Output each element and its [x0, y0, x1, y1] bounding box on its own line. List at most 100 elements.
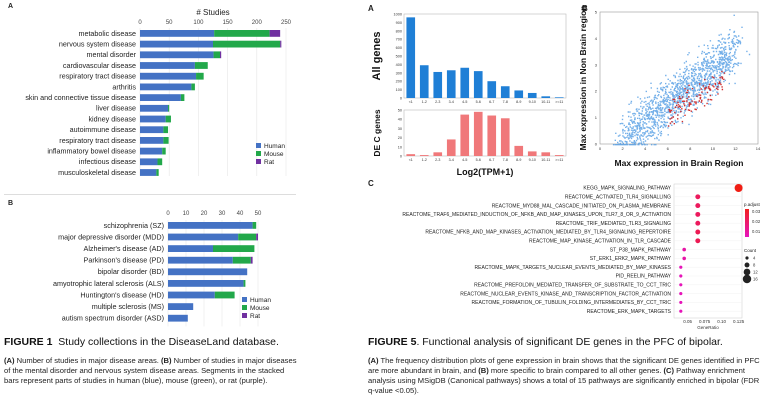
bar-segment-human	[140, 30, 215, 37]
y-tick-label: 40	[398, 118, 402, 122]
category-label: Parkinson's disease (PD)	[84, 256, 164, 265]
legend-tick: 4	[753, 256, 756, 261]
y-tick-label: 3	[595, 62, 598, 67]
y-tick-label: 700	[396, 38, 402, 42]
bar-segment-mouse	[191, 83, 195, 91]
pathway-dot	[695, 229, 701, 235]
figure-5: A 0 100 200 300 400 500 600 700 800 900 1000 <1 1-2 2…	[366, 0, 766, 415]
fig1-caption-prefix: FIGURE 1	[4, 336, 53, 348]
x-tick-label: 12	[733, 146, 738, 151]
x-tick-label: 3-4	[449, 100, 454, 104]
fig5-caption-b-text: more specific to brain compared to all o…	[488, 366, 664, 376]
x-tick-label: <1	[409, 100, 413, 104]
fig5c-dotplot: KEGG_MAPK_SIGNALING_PATHWAY REACTOME_ACTI…	[402, 183, 761, 330]
bar-segment-human	[168, 222, 253, 229]
figure-1: A # Studies 0 50 100 150 200 250 metabolic dise…	[0, 0, 300, 415]
y-tick-label: 100	[396, 88, 402, 92]
bar-segment-human	[168, 291, 215, 299]
bar-segment-rat	[256, 233, 258, 241]
size-legend-dot	[744, 262, 750, 268]
pathway-dot	[734, 184, 743, 192]
bar-segment-human	[140, 115, 166, 123]
y-tick-label: 30	[398, 127, 402, 131]
divider	[4, 194, 296, 195]
category-label: mental disorder	[86, 50, 136, 59]
y-tick-label: 1000	[394, 13, 402, 17]
y-tick-label: 0	[400, 97, 402, 101]
bar-segment-human	[168, 245, 213, 252]
pathway-dot	[679, 265, 683, 269]
bar-segment-mouse	[213, 51, 221, 59]
fig1-caption-heading: Study collections in the DiseaseLand dat…	[58, 336, 279, 348]
fig5-caption-title: FIGURE 5. Functional analysis of signifi…	[368, 336, 766, 348]
pathway-dot	[695, 203, 701, 209]
x-tick-label: 0	[599, 146, 602, 151]
category-label: bipolar disorder (BD)	[98, 267, 164, 276]
legend-tick: 0.01	[752, 229, 761, 234]
x-axis-label: Log2(TPM+1)	[457, 167, 514, 177]
x-tick-label: 4	[644, 146, 647, 151]
histogram-bar	[487, 115, 497, 156]
bar-segment-human	[140, 104, 169, 112]
bar-segment-mouse	[157, 158, 163, 166]
pathway-label: ST_P38_MAPK_PATHWAY	[610, 247, 672, 253]
x-tick-label: 5-6	[476, 100, 481, 104]
y-tick-label: 10	[398, 145, 402, 149]
bar-segment-human	[168, 280, 244, 287]
x-tick-label: 6-7	[489, 100, 494, 104]
x-tick-label: 1-2	[422, 100, 427, 104]
category-label: respiratory tract disease	[59, 136, 136, 145]
x-tick-label: 0	[138, 20, 142, 26]
category-label: kidney disease	[88, 114, 136, 123]
bar-segment-human	[168, 314, 188, 322]
fig1-caption-a-tag: (A)	[4, 356, 15, 365]
y-tick-label: 20	[398, 136, 402, 140]
x-tick-label: 2	[621, 146, 624, 151]
x-tick-label: 0.075	[699, 319, 711, 324]
bar-segment-human	[140, 72, 197, 80]
x-tick-label: 8-9	[516, 100, 521, 104]
x-tick-label: 2-3	[435, 158, 440, 162]
bar-segment-human	[168, 268, 248, 276]
category-label: musculoskeletal disease	[58, 168, 136, 176]
color-bar	[745, 209, 749, 237]
category-label: amyotrophic lateral sclerosis (ALS)	[53, 279, 164, 288]
histogram-bar	[473, 111, 483, 156]
x-tick-label: >=11	[555, 100, 563, 104]
y-tick-label: 600	[396, 46, 402, 50]
category-label: autism spectrum disorder (ASD)	[62, 314, 164, 323]
category-label: cardiovascular disease	[63, 61, 136, 70]
category-label: respiratory tract disease	[59, 72, 136, 81]
bar-segment-mouse	[232, 256, 251, 264]
category-label: autoimmune disease	[70, 125, 136, 134]
size-legend-dot	[742, 274, 752, 284]
category-label: Huntington's disease (HD)	[80, 290, 164, 299]
pathway-label: REACTOME_NUCLEAR_EVENTS_KINASE_AND_TRANS…	[460, 291, 671, 297]
bar-segment-mouse	[156, 169, 159, 176]
x-tick-label: 8-9	[516, 158, 521, 162]
legend-tick: 0.03	[752, 209, 761, 214]
bar-segment-rat	[220, 51, 222, 59]
legend-label: Human	[264, 143, 285, 150]
legend-swatch	[242, 297, 247, 302]
x-tick-label: 8	[689, 146, 692, 151]
fig5-caption-b-tag: (B)	[478, 366, 489, 376]
fig5-caption-a-text: The frequency distribution plots of gene…	[368, 356, 760, 376]
fig5-caption-heading: . Functional analysis of significant DE …	[416, 336, 723, 348]
histogram-bar	[554, 97, 564, 98]
fig5-caption-c-tag: (C)	[663, 366, 675, 376]
fig5-caption-a-tag: (A)	[368, 356, 379, 365]
pathway-dot	[679, 283, 683, 287]
category-label: schizophrenia (SZ)	[104, 221, 164, 230]
histogram-bar	[554, 155, 564, 156]
x-tick-label: 3-4	[449, 158, 454, 162]
bar-segment-human	[140, 40, 213, 48]
category-label: metabolic disease	[78, 29, 136, 38]
panel-b-label: B	[8, 200, 14, 207]
histogram-bar	[419, 65, 429, 98]
pathway-label: REACTOME_MYD88_MAL_CASCADE_INITIATED_ON_…	[492, 203, 672, 209]
pathway-dot	[695, 194, 701, 200]
pathway-dot	[682, 247, 686, 252]
